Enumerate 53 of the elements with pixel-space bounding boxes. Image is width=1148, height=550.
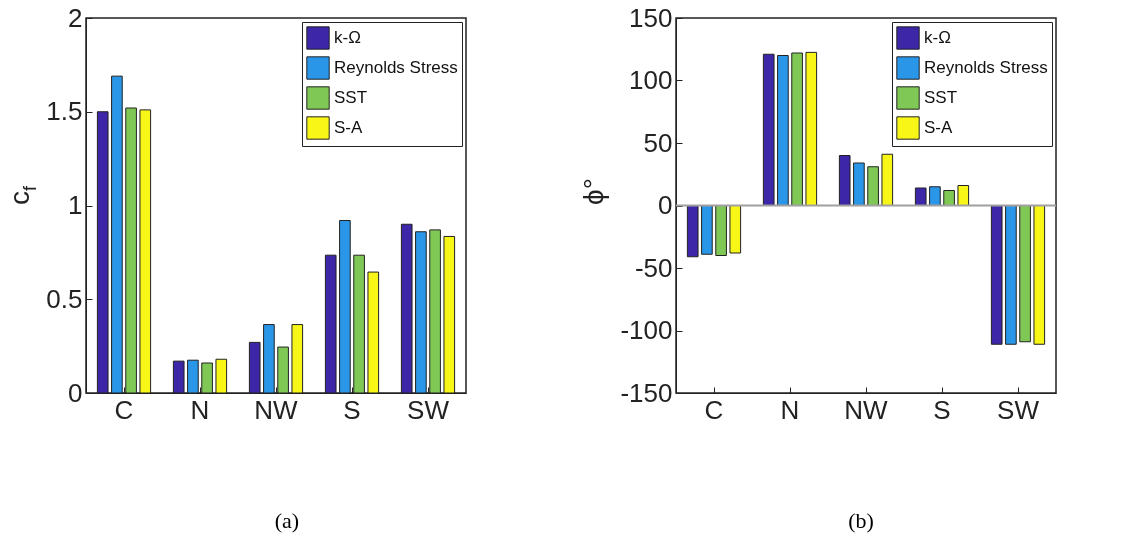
bar	[867, 166, 879, 206]
bar	[838, 155, 851, 206]
bar	[762, 53, 775, 206]
text: (b)	[847, 508, 875, 534]
bar	[929, 186, 941, 206]
y-tick-label: 0	[658, 190, 673, 220]
bar	[791, 52, 803, 206]
bar	[805, 51, 818, 206]
y-tick-label: 2	[68, 2, 83, 33]
y-tick-label: 100	[629, 65, 673, 95]
y-tick-label: 1.5	[46, 96, 83, 127]
y-tick-label: 0	[68, 377, 83, 408]
bar	[701, 205, 713, 255]
y-tick-label: 50	[643, 127, 673, 158]
bar	[957, 185, 970, 206]
text: (a)	[273, 508, 301, 534]
y-tick-label: 150	[629, 2, 673, 33]
y-tick-label: -150	[620, 377, 673, 408]
legend-label: k-Ω	[334, 28, 361, 47]
x-tick-label: S	[933, 394, 951, 425]
x-tick-label: N	[780, 394, 800, 425]
legend-label: S-A	[924, 118, 953, 137]
x-tick-label: C	[704, 394, 724, 425]
bar	[715, 205, 727, 256]
x-tick-label: C	[114, 394, 134, 425]
legend-label: S-A	[334, 118, 363, 137]
x-tick-label: NW	[844, 394, 889, 425]
x-tick-label: SW	[407, 394, 450, 425]
x-tick-label: SW	[997, 394, 1040, 425]
bar	[1019, 205, 1031, 343]
y-tick-label: -100	[620, 315, 673, 345]
y-axis-title: ϕ°	[578, 178, 610, 205]
bar	[943, 190, 955, 206]
legend-label: SST	[924, 88, 958, 107]
legend-label: SST	[334, 88, 368, 107]
x-tick-label: S	[343, 394, 361, 425]
bar	[990, 205, 1003, 345]
legend-label: Reynolds Stress	[924, 58, 1048, 77]
x-tick-label: N	[190, 394, 210, 425]
y-tick-label: 1	[68, 190, 83, 220]
x-tick-label: NW	[254, 394, 299, 425]
bar	[853, 162, 865, 206]
bar	[729, 205, 742, 254]
bar	[1033, 205, 1046, 345]
y-tick-label: -50	[634, 252, 673, 283]
legend-label: k-Ω	[924, 28, 951, 47]
y-tick-label: 0.5	[46, 283, 83, 314]
bar	[777, 55, 789, 206]
bar	[686, 205, 699, 258]
bar	[1005, 205, 1017, 345]
legend-label: Reynolds Stress	[334, 58, 458, 77]
bar	[914, 187, 927, 206]
bar	[881, 153, 894, 206]
